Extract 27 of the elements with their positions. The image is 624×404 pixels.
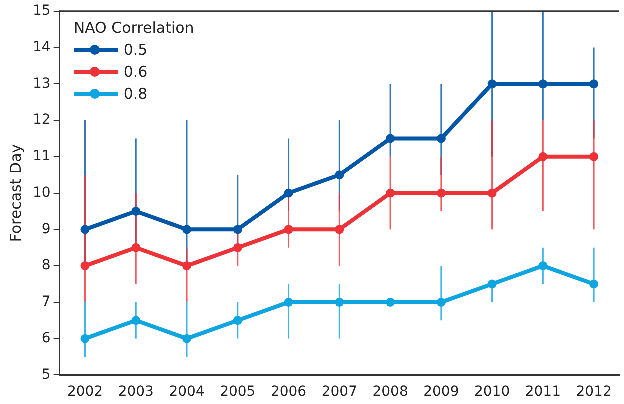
x-tick-label: 2005	[220, 384, 256, 400]
y-tick-label: 11	[32, 148, 51, 165]
x-tick-label: 2002	[67, 384, 104, 400]
legend-label: 0.5	[124, 40, 148, 62]
x-tick-label: 2003	[118, 384, 154, 400]
y-tick-label: 5	[42, 366, 51, 383]
legend-label: 0.8	[124, 84, 148, 106]
x-tick-label: 2008	[372, 384, 408, 400]
y-tick-label: 7	[42, 294, 51, 310]
x-tick-label: 2012	[576, 384, 612, 400]
x-tick-label: 2010	[474, 384, 510, 400]
y-tick-label: 9	[42, 221, 51, 238]
y-tick-label: 15	[32, 3, 51, 20]
y-tick-label: 13	[32, 76, 51, 92]
x-tick-label: 2006	[270, 384, 307, 400]
y-tick-label: 10	[32, 184, 51, 201]
x-tick-label: 2011	[525, 384, 561, 400]
y-axis-title: Forecast Day	[6, 144, 25, 242]
y-tick-label: 6	[42, 330, 51, 346]
legend-title: NAO Correlation	[74, 18, 194, 40]
y-tick-label: 12	[32, 112, 51, 128]
x-tick-label: 2009	[424, 384, 460, 400]
x-tick-label: 2004	[169, 384, 205, 400]
y-tick-label: 14	[32, 39, 51, 56]
y-tick-label: 8	[42, 258, 51, 274]
legend-label: 0.6	[124, 62, 148, 84]
x-tick-label: 2007	[322, 384, 358, 400]
